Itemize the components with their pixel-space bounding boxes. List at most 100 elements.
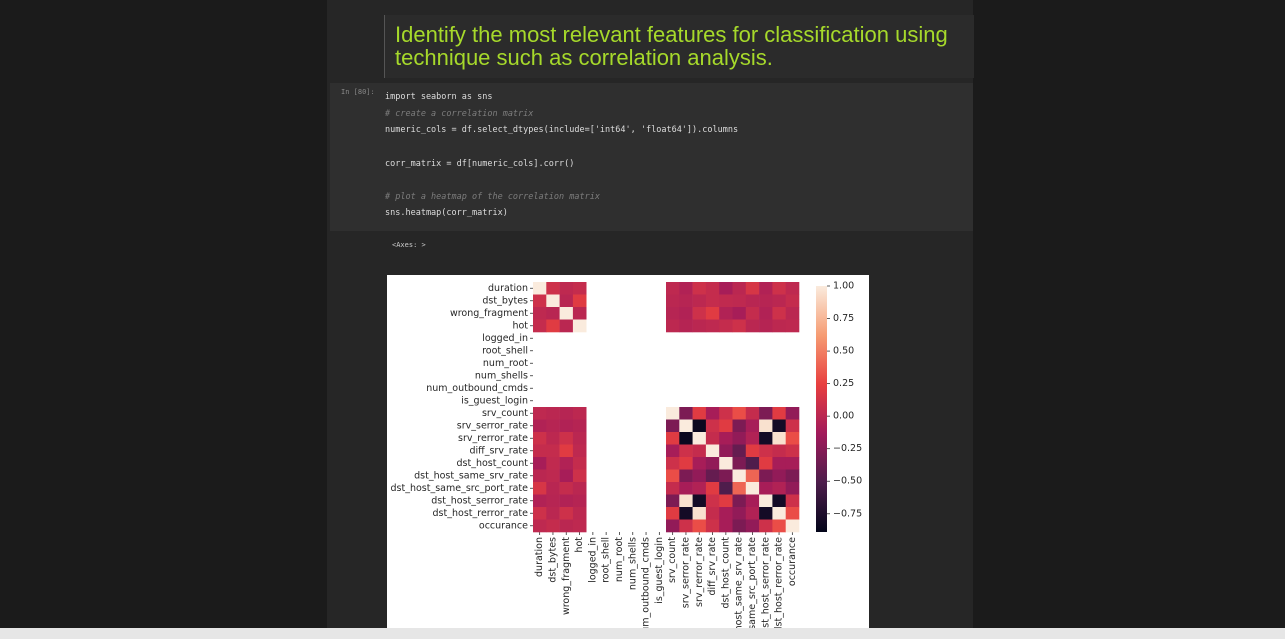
heatmap-cell [559,457,574,470]
heatmap-cell [705,507,720,520]
heatmap-cell [559,319,574,333]
heatmap-cell [772,457,786,470]
heatmap-cell [533,407,547,420]
code-comment: # plot a heatmap of the correlation matr… [385,192,600,202]
heatmap-cell [679,494,693,508]
heatmap-cell [785,519,800,533]
heatmap-cell [546,519,560,533]
x-tick-label: wrong_fragment [561,537,572,615]
heatmap-cell [559,469,574,483]
heatmap-cell [546,419,560,433]
code-line: numeric_cols = df.select_dtypes(include=… [385,125,739,135]
heatmap-cell [546,457,560,470]
heatmap-cell [772,507,786,520]
heatmap-cell [759,482,773,495]
heatmap-cell [679,282,693,295]
heatmap-cell [559,419,574,433]
heatmap-cell [679,294,693,308]
y-tick-label: srv_serror_rate [457,420,528,431]
markdown-cell[interactable]: Identify the most relevant features for … [384,15,974,78]
heatmap-cell [719,282,733,295]
heatmap-cell [546,407,560,420]
heatmap-cell [559,282,574,295]
colorbar-tick-label: 1.00 [833,281,854,292]
heatmap-cell [705,469,720,483]
heatmap-cell [772,519,786,533]
heatmap-cell [666,282,680,295]
heatmap-cell [546,282,560,295]
heatmap-cell [772,494,786,508]
heatmap-cell [785,307,800,320]
heatmap-cell [745,419,760,433]
x-tick-label: num_shells [627,537,638,590]
heatmap-cell [785,419,800,433]
code-cell[interactable] [330,83,973,231]
code-comment: # create a correlation matrix [385,109,534,119]
heatmap-cell [732,319,747,333]
heatmap-cell [692,507,707,520]
heatmap-cell [666,407,680,420]
x-tick-label: occurance [787,537,798,586]
heatmap-cell [759,282,773,295]
heatmap-cell [679,319,693,333]
heatmap-cell [745,469,760,483]
heatmap-cell [705,319,720,333]
heatmap-cell [705,419,720,433]
y-tick-label: dst_host_serror_rate [431,495,528,506]
x-tick-label: dst_host_same_src_port_rate [747,537,758,639]
heatmap-cell [785,407,800,420]
heatmap-cell [692,432,707,445]
x-tick-label: hot [574,537,585,553]
markdown-line: technique such as correlation analysis. [395,45,773,70]
heatmap-cell [745,519,760,533]
heatmap-cell [692,319,707,333]
taskbar [0,628,1285,639]
heatmap-cell [679,407,693,420]
heatmap-cell [772,319,786,333]
x-tick-label: dst_host_count [720,537,731,609]
heatmap-cell [705,482,720,495]
colorbar-tick-label: 0.50 [833,346,854,357]
heatmap-cell [572,507,587,520]
heatmap-cell [759,407,773,420]
y-tick-label: num_outbound_cmds [426,383,528,394]
heatmap-cell [719,482,733,495]
heatmap-cell [772,419,786,433]
heatmap-cell [533,319,547,333]
heatmap-cell [533,507,547,520]
heatmap-cell [772,482,786,495]
heatmap-cell [759,469,773,483]
y-tick-label: wrong_fragment [450,308,528,319]
heatmap-cell [772,294,786,308]
heatmap-cell [772,444,786,458]
heatmap-cell [572,294,587,308]
heatmap-cell [692,407,707,420]
heatmap-cell [666,432,680,445]
x-tick-label: srv_serror_rate [680,537,691,608]
heatmap-cell [759,319,773,333]
y-tick-label: dst_bytes [482,295,528,306]
heatmap-cell [572,307,587,320]
heatmap-cell [732,307,747,320]
heatmap-cell [705,307,720,320]
heatmap-cell [705,294,720,308]
heatmap-cell [785,444,800,458]
heatmap-cell [692,519,707,533]
heatmap-cell [666,519,680,533]
heatmap-cell [732,444,747,458]
heatmap-cell [759,432,773,445]
x-tick-label: dst_host_same_srv_rate [734,537,745,639]
heatmap-cell [572,407,587,420]
heatmap-cell [745,457,760,470]
heatmap-cell [785,494,800,508]
heatmap-cell [533,419,547,433]
heatmap-cell [572,282,587,295]
heatmap-cell [745,432,760,445]
heatmap-cell [705,407,720,420]
heatmap-cell [772,432,786,445]
heatmap-cell [572,494,587,508]
heatmap-cell [559,519,574,533]
heatmap-cell [666,507,680,520]
heatmap-cell [759,294,773,308]
